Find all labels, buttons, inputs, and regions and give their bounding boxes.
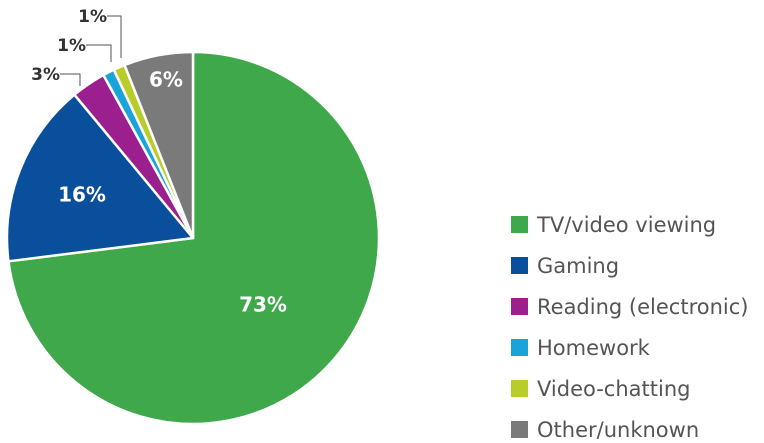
legend-item-other-unknown: Other/unknown <box>511 418 699 442</box>
legend-item-gaming: Gaming <box>511 254 619 278</box>
legend-item-homework: Homework <box>511 336 651 360</box>
leader-line-video-chatting <box>107 15 122 58</box>
slice-label-gaming: 16% <box>58 183 106 207</box>
legend-label-tv-video-viewing: TV/video viewing <box>536 213 716 237</box>
legend-swatch-reading-electronic <box>511 298 528 315</box>
slice-label-tv-video-viewing: 73% <box>239 293 287 317</box>
legend-swatch-gaming <box>511 257 528 274</box>
legend-swatch-video-chatting <box>511 380 528 397</box>
legend-swatch-tv-video-viewing <box>511 216 528 233</box>
slice-label-homework: 1% <box>57 36 86 56</box>
legend-label-reading-electronic: Reading (electronic) <box>537 295 748 319</box>
legend-swatch-other-unknown <box>511 421 528 438</box>
slice-label-video-chatting: 1% <box>78 7 107 27</box>
legend-item-reading-electronic: Reading (electronic) <box>511 295 748 319</box>
slice-other-unknown <box>123 50 195 240</box>
legend-item-tv-video-viewing: TV/video viewing <box>511 213 716 237</box>
slice-labels: 73% 16% 3% 1% 1% 6% <box>31 7 287 317</box>
legend-label-homework: Homework <box>537 336 651 360</box>
pie-slices <box>5 50 381 426</box>
slice-label-reading-electronic: 3% <box>31 65 60 85</box>
legend-item-video-chatting: Video-chatting <box>511 377 690 401</box>
legend-label-video-chatting: Video-chatting <box>537 377 690 401</box>
slice-gaming <box>5 93 195 263</box>
leader-lines <box>60 15 122 86</box>
legend: TV/video viewing Gaming Reading (electroni… <box>511 213 748 442</box>
leader-line-homework <box>86 44 112 62</box>
slice-label-other-unknown: 6% <box>149 68 183 92</box>
legend-label-gaming: Gaming <box>537 254 619 278</box>
legend-swatch-homework <box>511 339 528 356</box>
leader-line-reading-electronic <box>60 73 81 86</box>
legend-label-other-unknown: Other/unknown <box>537 418 699 442</box>
